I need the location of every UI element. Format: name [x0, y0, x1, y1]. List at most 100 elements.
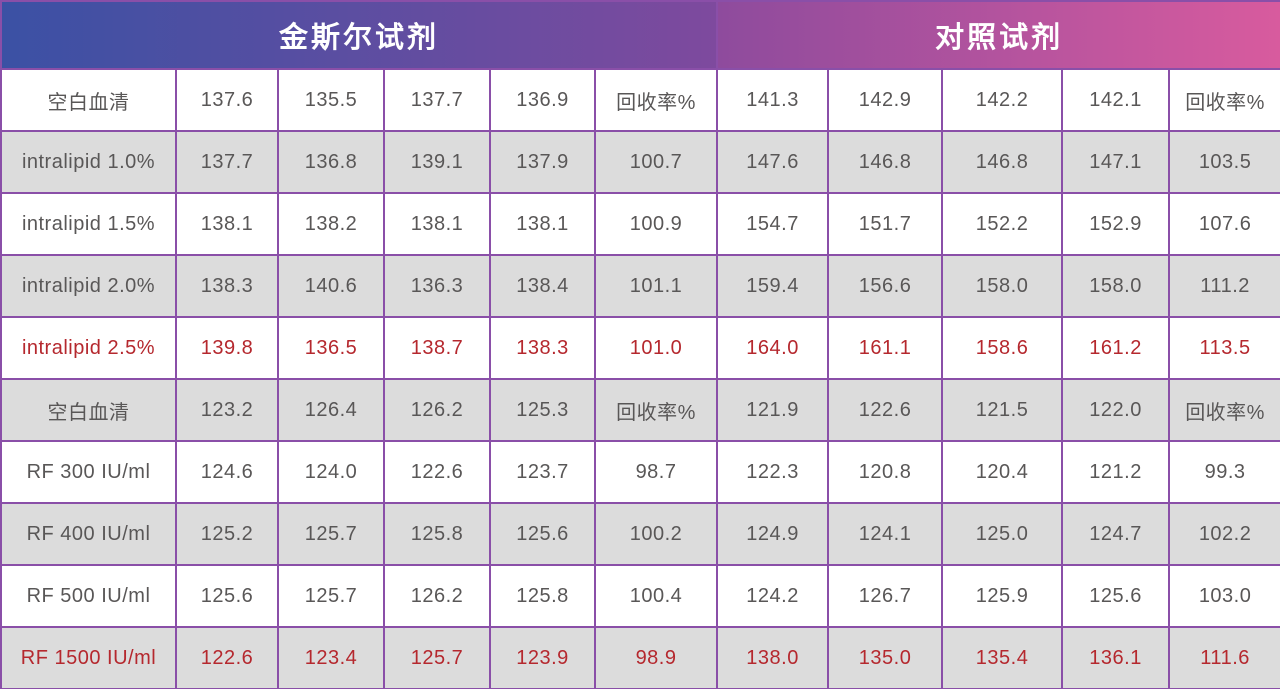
value-cell: 138.2	[277, 192, 385, 256]
value-cell: 125.8	[489, 564, 596, 628]
value-cell: 161.1	[827, 316, 944, 380]
value-cell: 103.5	[1168, 130, 1280, 194]
value-cell: 99.3	[1168, 440, 1280, 504]
value-cell: 111.6	[1168, 626, 1280, 689]
value-cell: 125.6	[1061, 564, 1171, 628]
value-cell: 135.5	[277, 68, 385, 132]
value-cell: 126.2	[383, 564, 491, 628]
table-row: RF 500 IU/ml 125.6 125.7 126.2 125.8 100.4 124…	[0, 564, 1280, 628]
table-body: 空白血清 137.6 135.5 137.7 136.9 回收率% 141.3 142.9 14…	[0, 68, 1280, 689]
value-cell: 146.8	[827, 130, 944, 194]
value-cell: 138.1	[175, 192, 279, 256]
value-cell: 136.1	[1061, 626, 1171, 689]
value-cell: 135.0	[827, 626, 944, 689]
value-cell: 124.2	[716, 564, 830, 628]
value-cell: 121.5	[941, 378, 1064, 442]
table-row: intralipid 2.0% 138.3 140.6 136.3 138.4 101.1…	[0, 254, 1280, 318]
value-cell: 138.7	[383, 316, 491, 380]
value-cell: 125.8	[383, 502, 491, 566]
value-cell: 158.0	[1061, 254, 1171, 318]
value-cell: 121.9	[716, 378, 830, 442]
value-cell: 138.4	[489, 254, 596, 318]
row-label: intralipid 1.0%	[0, 130, 177, 194]
value-cell: 120.4	[941, 440, 1064, 504]
value-cell: 164.0	[716, 316, 830, 380]
row-label: RF 500 IU/ml	[0, 564, 177, 628]
value-cell: 98.7	[593, 440, 719, 504]
value-cell: 136.9	[489, 68, 596, 132]
value-cell: 138.3	[175, 254, 279, 318]
value-cell: 152.9	[1061, 192, 1171, 256]
value-cell: 154.7	[716, 192, 830, 256]
value-cell: 140.6	[277, 254, 385, 318]
table-row: intralipid 1.5% 138.1 138.2 138.1 138.1 100.9…	[0, 192, 1280, 256]
value-cell: 137.9	[489, 130, 596, 194]
value-cell: 122.6	[175, 626, 279, 689]
value-cell: 100.2	[593, 502, 719, 566]
value-cell: 161.2	[1061, 316, 1171, 380]
value-cell: 158.6	[941, 316, 1064, 380]
row-label: RF 300 IU/ml	[0, 440, 177, 504]
value-cell: 98.9	[593, 626, 719, 689]
value-cell: 142.2	[941, 68, 1064, 132]
value-cell: 回收率%	[593, 68, 719, 132]
value-cell: 123.4	[277, 626, 385, 689]
value-cell: 126.2	[383, 378, 491, 442]
value-cell: 107.6	[1168, 192, 1280, 256]
value-cell: 101.0	[593, 316, 719, 380]
value-cell: 146.8	[941, 130, 1064, 194]
value-cell: 100.4	[593, 564, 719, 628]
value-cell: 138.3	[489, 316, 596, 380]
value-cell: 126.4	[277, 378, 385, 442]
table-row: intralipid 1.0% 137.7 136.8 139.1 137.9 100.7…	[0, 130, 1280, 194]
value-cell: 135.4	[941, 626, 1064, 689]
value-cell: 102.2	[1168, 502, 1280, 566]
value-cell: 124.0	[277, 440, 385, 504]
value-cell: 138.0	[716, 626, 830, 689]
section-header-row: 金斯尔试剂 对照试剂	[0, 0, 1280, 70]
value-cell: 125.7	[277, 564, 385, 628]
value-cell: 141.3	[716, 68, 830, 132]
value-cell: 136.3	[383, 254, 491, 318]
row-label: intralipid 1.5%	[0, 192, 177, 256]
value-cell: 125.6	[489, 502, 596, 566]
value-cell: 回收率%	[1168, 378, 1280, 442]
value-cell: 120.8	[827, 440, 944, 504]
value-cell: 101.1	[593, 254, 719, 318]
value-cell: 122.6	[383, 440, 491, 504]
value-cell: 137.6	[175, 68, 279, 132]
value-cell: 123.2	[175, 378, 279, 442]
value-cell: 151.7	[827, 192, 944, 256]
value-cell: 125.7	[383, 626, 491, 689]
row-label: RF 400 IU/ml	[0, 502, 177, 566]
value-cell: 113.5	[1168, 316, 1280, 380]
value-cell: 100.7	[593, 130, 719, 194]
value-cell: 125.6	[175, 564, 279, 628]
section-header-jinsier: 金斯尔试剂	[0, 0, 719, 70]
value-cell: 137.7	[383, 68, 491, 132]
value-cell: 125.0	[941, 502, 1064, 566]
value-cell: 159.4	[716, 254, 830, 318]
value-cell: 142.1	[1061, 68, 1171, 132]
value-cell: 138.1	[383, 192, 491, 256]
value-cell: 124.7	[1061, 502, 1171, 566]
value-cell: 138.1	[489, 192, 596, 256]
table-row: RF 300 IU/ml 124.6 124.0 122.6 123.7 98.7 122.…	[0, 440, 1280, 504]
value-cell: 123.7	[489, 440, 596, 504]
value-cell: 125.3	[489, 378, 596, 442]
row-label: 空白血清	[0, 68, 177, 132]
value-cell: 122.6	[827, 378, 944, 442]
value-cell: 123.9	[489, 626, 596, 689]
value-cell: 124.9	[716, 502, 830, 566]
value-cell: 100.9	[593, 192, 719, 256]
value-cell: 125.9	[941, 564, 1064, 628]
value-cell: 103.0	[1168, 564, 1280, 628]
row-label: intralipid 2.0%	[0, 254, 177, 318]
value-cell: 139.1	[383, 130, 491, 194]
section-header-control: 对照试剂	[716, 0, 1280, 70]
value-cell: 136.8	[277, 130, 385, 194]
value-cell: 回收率%	[1168, 68, 1280, 132]
table-row: RF 1500 IU/ml 122.6 123.4 125.7 123.9 98.9 138…	[0, 626, 1280, 689]
